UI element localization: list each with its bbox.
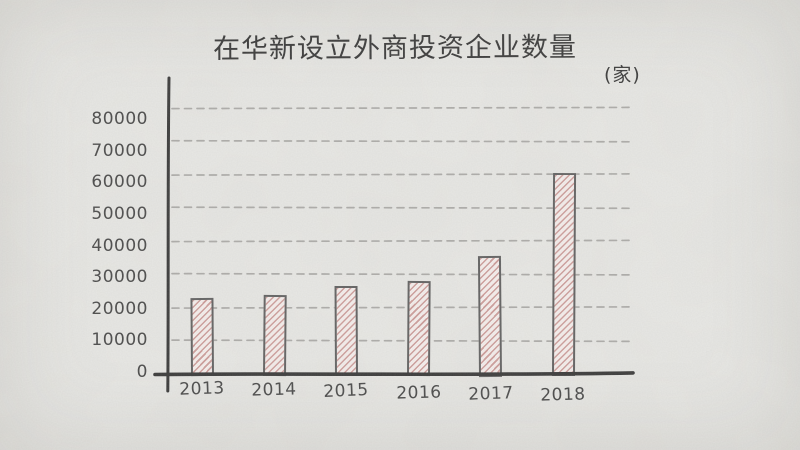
y-tick-0: 0 xyxy=(136,362,148,382)
y-tick-50000: 50000 xyxy=(91,203,148,224)
y-axis xyxy=(166,76,171,393)
gridline-30000 xyxy=(171,272,634,276)
x-tick-2014: 2014 xyxy=(251,379,298,401)
bar-2018 xyxy=(551,172,576,377)
y-tick-60000: 60000 xyxy=(91,172,148,193)
bar-2016 xyxy=(407,281,431,377)
y-tick-70000: 70000 xyxy=(91,140,148,161)
x-tick-2018: 2018 xyxy=(540,384,586,406)
y-tick-30000: 30000 xyxy=(91,267,148,288)
gridline-10000 xyxy=(171,339,634,343)
gridline-40000 xyxy=(171,239,634,243)
x-tick-2017: 2017 xyxy=(467,383,514,405)
gridline-70000 xyxy=(171,139,634,143)
bar-2013 xyxy=(189,298,214,377)
gridline-60000 xyxy=(171,173,634,176)
chart-title: 在华新设立外商投资企业数量 xyxy=(212,32,578,65)
x-tick-2015: 2015 xyxy=(323,380,370,403)
y-tick-80000: 80000 xyxy=(91,109,148,129)
gridline-80000 xyxy=(171,106,634,110)
x-tick-2013: 2013 xyxy=(179,378,225,400)
y-tick-20000: 20000 xyxy=(91,298,148,319)
bar-2015 xyxy=(334,285,358,377)
y-tick-10000: 10000 xyxy=(91,330,148,351)
y-tick-40000: 40000 xyxy=(91,235,148,256)
gridline-50000 xyxy=(171,206,634,210)
unit-label: (家) xyxy=(604,64,641,86)
x-tick-2016: 2016 xyxy=(395,382,442,404)
x-axis xyxy=(153,371,635,377)
bar-2017 xyxy=(478,255,503,377)
gridline-20000 xyxy=(171,306,634,309)
bar-2014 xyxy=(262,294,287,377)
